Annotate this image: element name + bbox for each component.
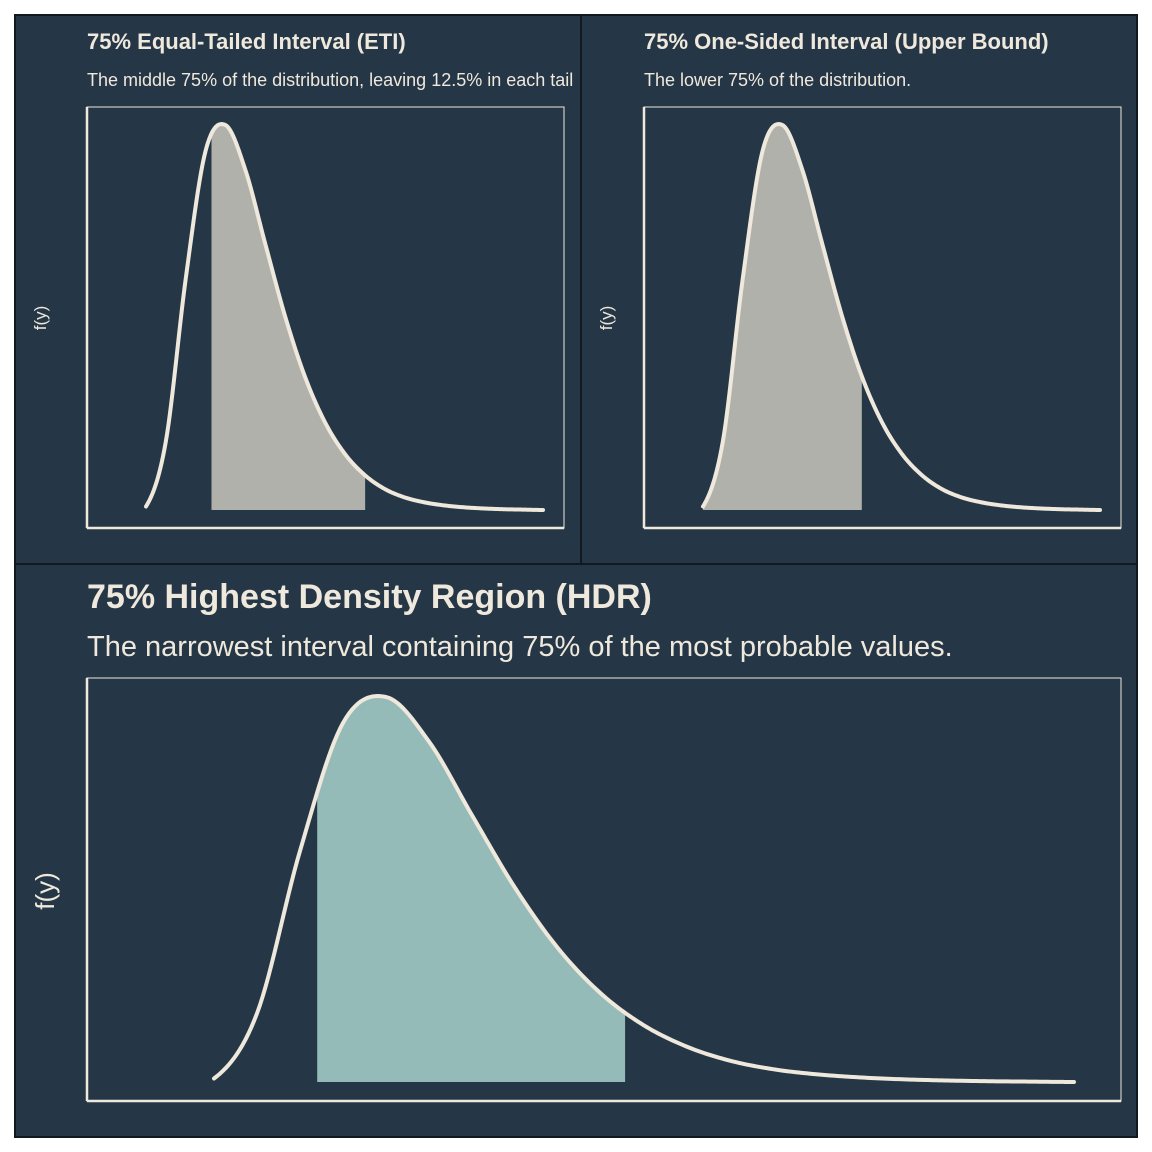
panel-hdr: 75% Highest Density Region (HDR) The nar… [30,578,1122,1103]
hdr-density-curve [212,694,1076,1084]
upper-density-curve [701,122,1102,512]
panel-eti: 75% Equal-Tailed Interval (ETI) The midd… [31,29,573,530]
eti-density-curve [144,122,545,512]
panel-eti-y-axis-label: f(y) [31,306,50,331]
panel-hdr-y-axis-label: f(y) [30,872,60,910]
upper-shaded-interval [703,124,862,511]
panel-upper-y-axis-label: f(y) [597,306,616,331]
panel-hdr-background [14,563,1138,1138]
panel-hdr-plot-area [85,677,1122,1103]
panel-upper-subtitle: The lower 75% of the distribution. [644,70,911,90]
panel-eti-plot-area [85,106,565,530]
panel-hdr-title: 75% Highest Density Region (HDR) [87,578,652,616]
panel-upper-title: 75% One-Sided Interval (Upper Bound) [644,29,1049,54]
panel-eti-subtitle: The middle 75% of the distribution, leav… [87,70,573,90]
eti-shaded-interval [211,124,366,511]
panel-upper: 75% One-Sided Interval (Upper Bound) The… [597,29,1122,530]
hdr-shaded-interval [317,696,626,1082]
panel-eti-title: 75% Equal-Tailed Interval (ETI) [87,29,406,54]
panel-upper-plot-area [642,106,1122,530]
panel-hdr-subtitle: The narrowest interval containing 75% of… [87,631,953,663]
